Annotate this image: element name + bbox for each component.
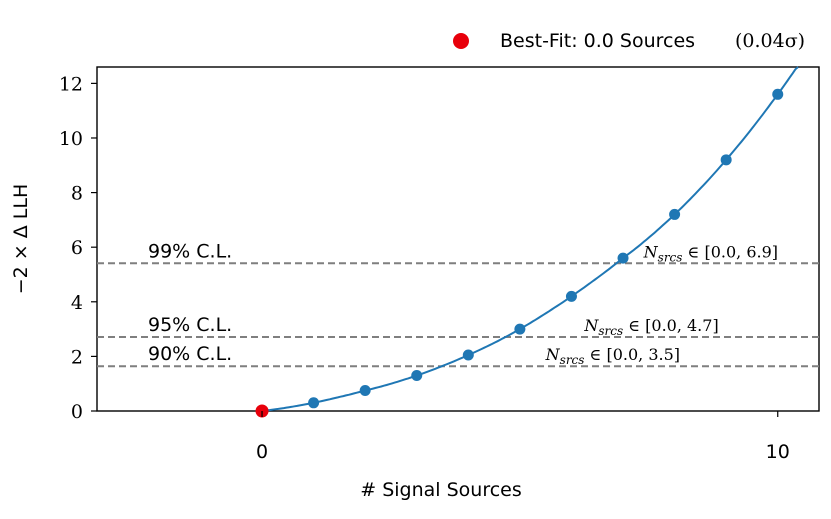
data-point xyxy=(669,208,681,220)
legend-significance: (0.04σ) xyxy=(735,30,805,52)
cl-label: 90% C.L. xyxy=(148,343,232,365)
fit-curve-layer xyxy=(261,66,799,412)
y-tick-label: 2 xyxy=(71,346,83,368)
legend-best-fit-marker xyxy=(453,33,469,49)
data-point xyxy=(308,397,320,409)
data-point xyxy=(720,154,732,166)
plot-frame xyxy=(96,66,820,412)
y-tick-label: 10 xyxy=(59,128,83,150)
y-tick-label: 6 xyxy=(71,237,83,259)
x-tick-label: 10 xyxy=(766,441,790,463)
data-point xyxy=(565,290,577,302)
data-point xyxy=(462,349,474,361)
data-point xyxy=(772,88,784,100)
cl-label: 99% C.L. xyxy=(148,240,232,262)
data-point xyxy=(359,385,371,397)
cl-range-label: Nsrcs ∈ [0.0, 4.7] xyxy=(583,316,718,338)
y-tick-label: 12 xyxy=(59,73,83,95)
data-point xyxy=(411,370,423,382)
cl-range-label: Nsrcs ∈ [0.0, 3.5] xyxy=(545,345,680,367)
x-tick-label: 0 xyxy=(256,441,268,463)
cl-label: 95% C.L. xyxy=(148,314,232,336)
y-tick-label: 4 xyxy=(71,292,83,314)
fit-curve xyxy=(261,66,799,412)
y-tick-label: 8 xyxy=(71,183,83,205)
legend-best-fit-label: Best-Fit: 0.0 Sources xyxy=(500,30,695,52)
y-axis-label: −2 × Δ LLH xyxy=(10,184,32,295)
y-tick-label: 0 xyxy=(71,401,83,423)
confidence-lines: 99% C.L. Nsrcs ∈ [0.0, 6.9] 95% C.L. Nsrcs … xyxy=(97,240,819,368)
data-point xyxy=(617,252,629,264)
x-axis-label: # Signal Sources xyxy=(360,479,522,501)
legend: Best-Fit: 0.0 Sources (0.04σ) xyxy=(453,30,805,52)
cl-range-label: Nsrcs ∈ [0.0, 6.9] xyxy=(643,242,778,264)
axis-ticks: 0 2 4 6 8 10 12 0 10 xyxy=(59,73,790,463)
data-point xyxy=(514,323,526,335)
